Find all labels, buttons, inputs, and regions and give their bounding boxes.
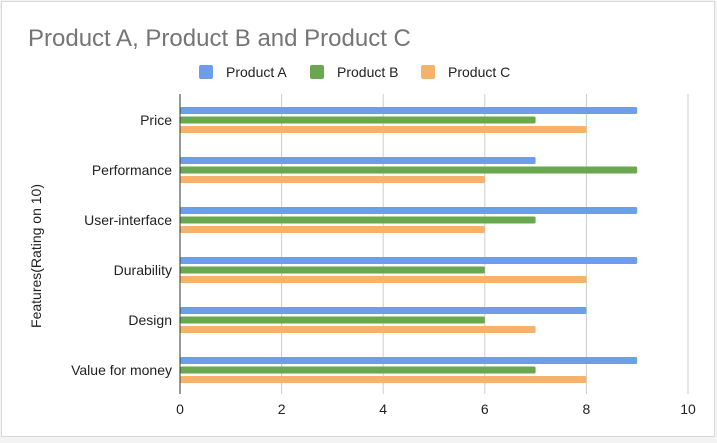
legend-label: Product C [448, 64, 510, 80]
category-label: Durability [114, 262, 172, 278]
bar [180, 226, 485, 233]
x-tick-label: 8 [583, 401, 591, 417]
bar [180, 316, 485, 324]
bar [180, 157, 536, 164]
legend-swatch [310, 65, 324, 79]
bar [180, 207, 638, 214]
bar [180, 376, 587, 383]
bar [180, 276, 587, 283]
bar [180, 176, 485, 183]
bar [180, 326, 536, 333]
x-tick-label: 10 [680, 401, 696, 417]
bar [180, 266, 485, 274]
x-tick-label: 0 [176, 401, 184, 417]
legend: Product A Product B Product C [199, 64, 510, 80]
bar [180, 366, 536, 374]
bar [180, 116, 536, 124]
bar [180, 126, 587, 133]
legend-swatch [199, 65, 213, 79]
bar [180, 166, 638, 174]
x-tick-label: 2 [278, 401, 286, 417]
category-label: Value for money [71, 362, 172, 378]
category-label: Performance [92, 162, 172, 178]
category-label: User-interface [84, 212, 172, 228]
category-labels: Price Performance User-interface Durability… [71, 112, 172, 378]
bar [180, 257, 638, 264]
legend-label: Product B [337, 64, 398, 80]
category-label: Price [140, 112, 172, 128]
legend-label: Product A [226, 64, 287, 80]
bar [180, 357, 638, 364]
chart-title: Product A, Product B and Product C [28, 25, 411, 52]
category-label: Design [128, 312, 172, 328]
bars [180, 107, 638, 383]
legend-swatch [421, 65, 435, 79]
bar [180, 216, 536, 224]
gridlines [281, 94, 689, 394]
bar [180, 307, 587, 314]
x-tick-labels: 0 2 4 6 8 10 [176, 401, 696, 417]
x-tick-label: 4 [379, 401, 387, 417]
bar [180, 107, 638, 114]
y-axis-title: Features(Rating on 10) [28, 184, 44, 328]
x-tick-label: 6 [481, 401, 489, 417]
